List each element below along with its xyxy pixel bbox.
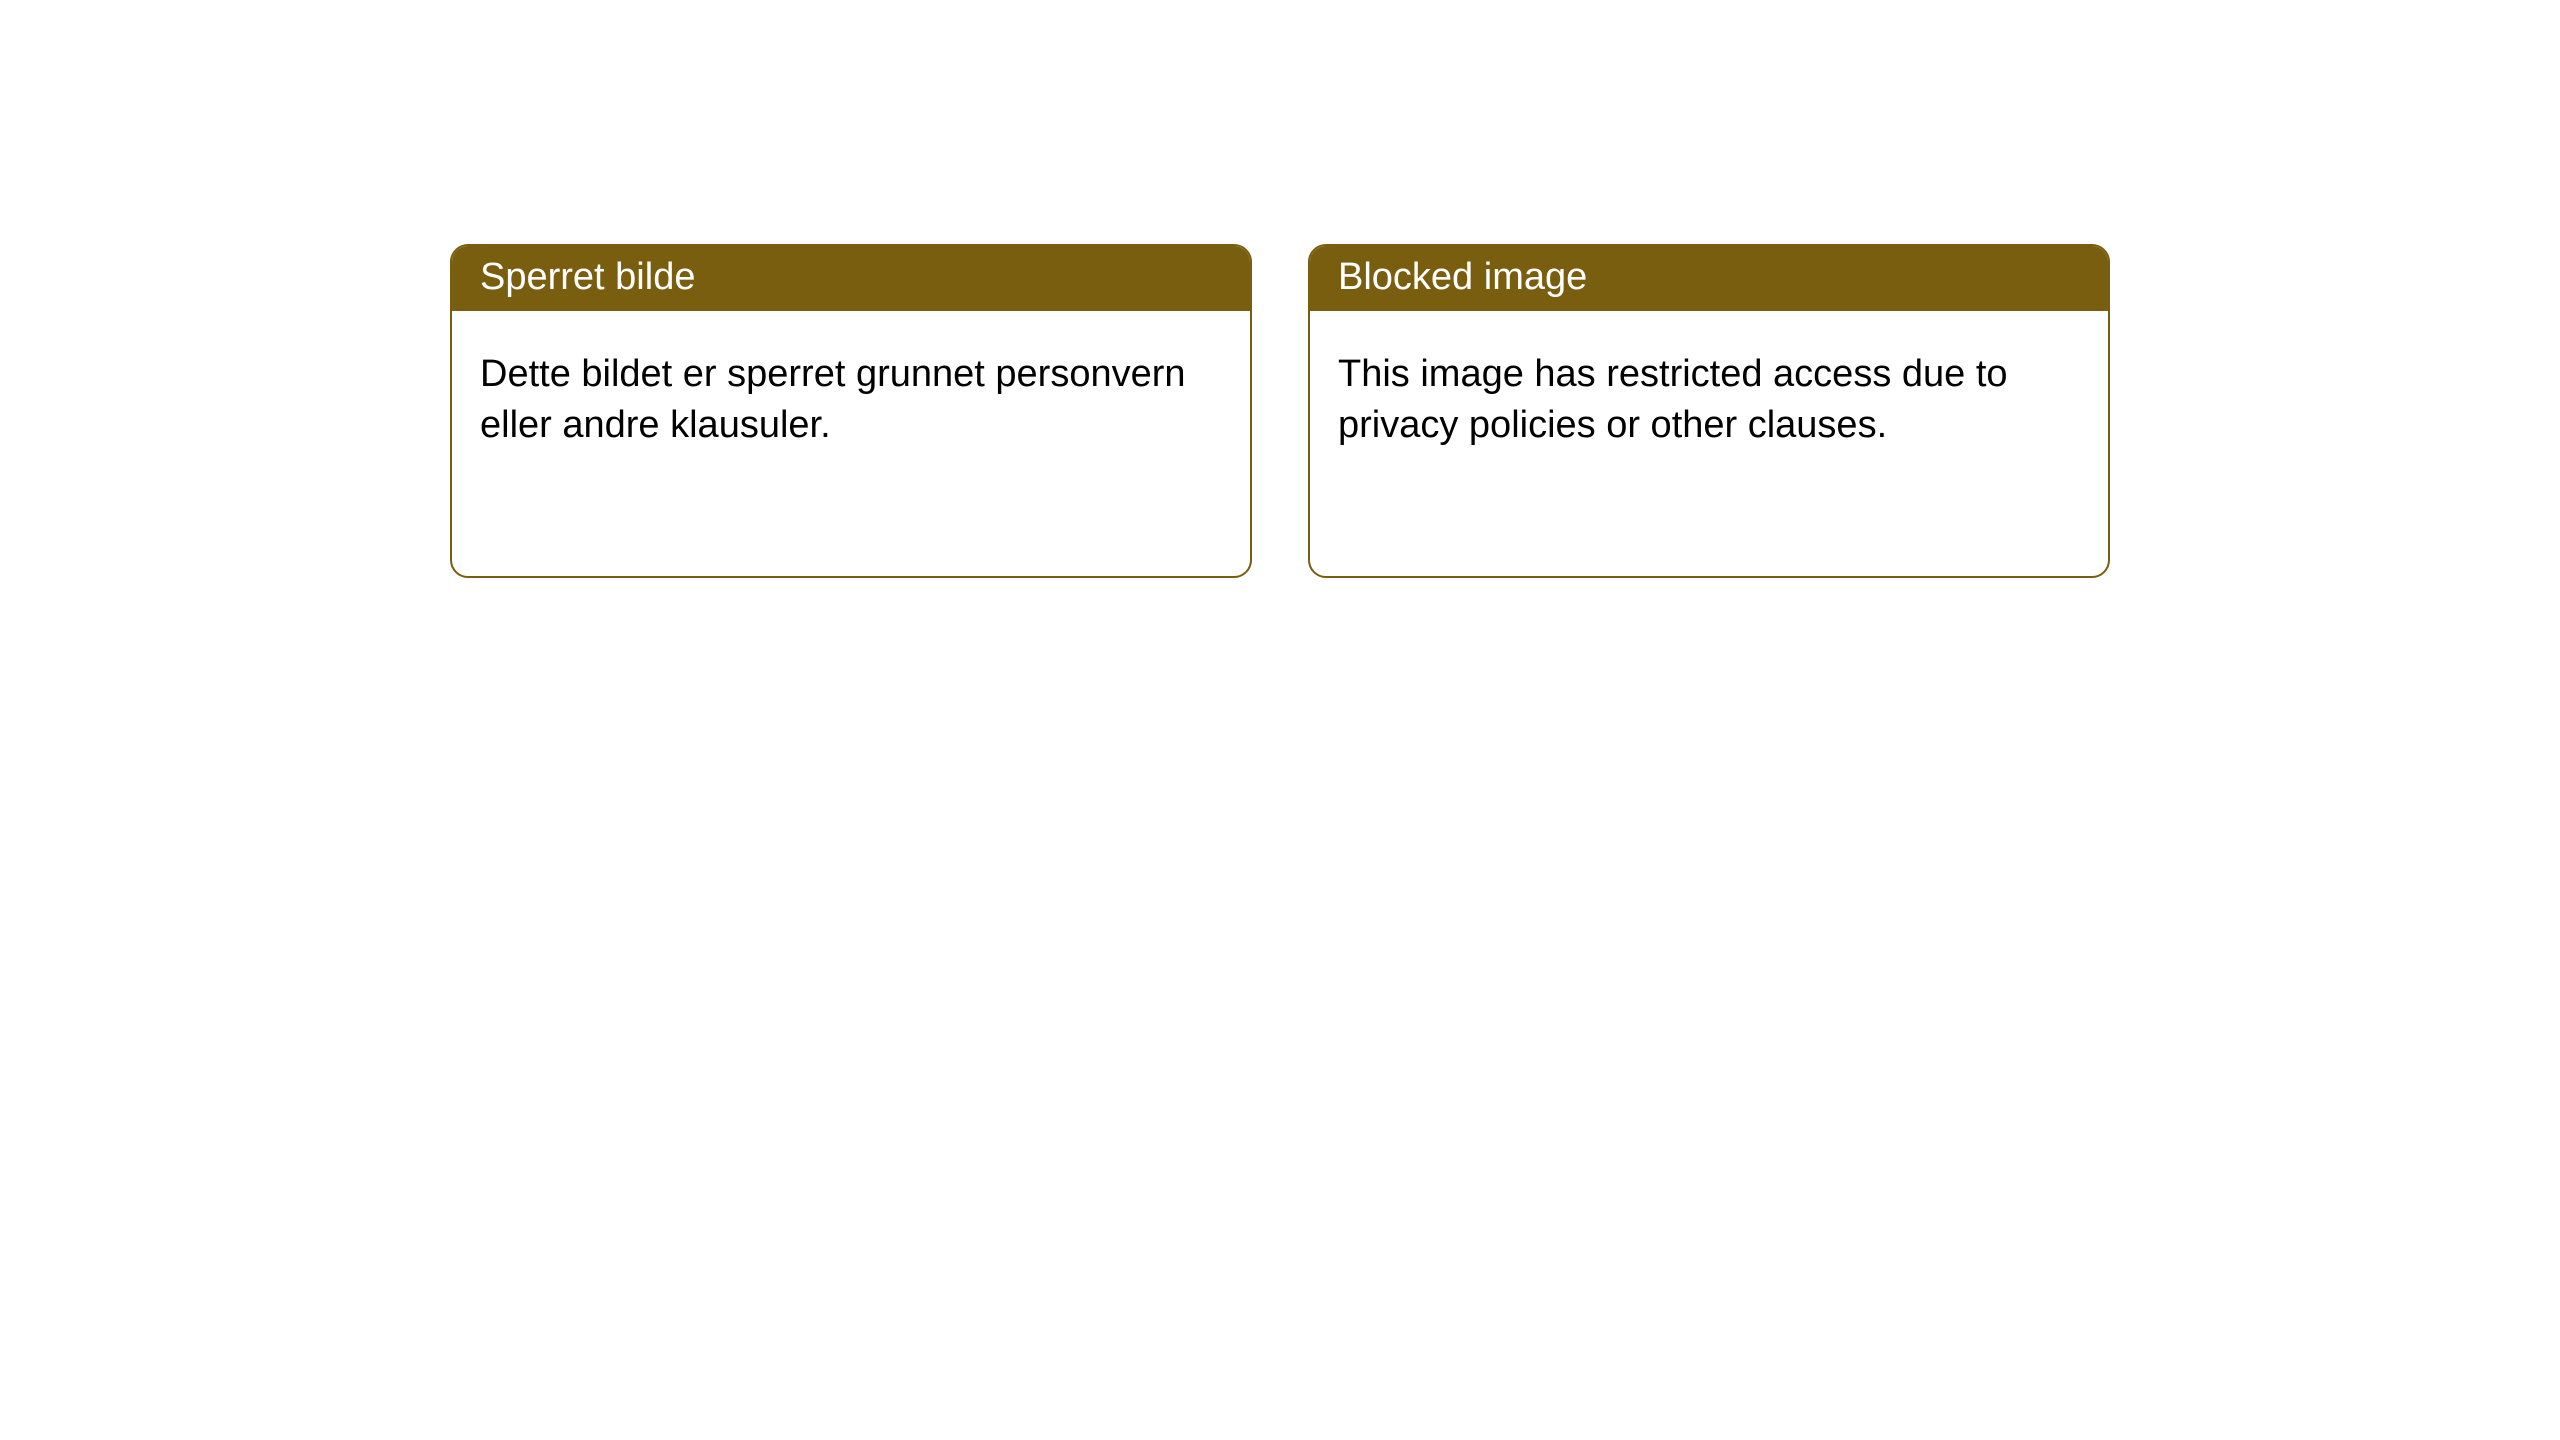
card-title: Sperret bilde	[480, 256, 695, 298]
card-body: This image has restricted access due to …	[1310, 311, 2108, 490]
card-title: Blocked image	[1338, 256, 1587, 298]
blocked-image-card-en: Blocked image This image has restricted …	[1308, 244, 2110, 578]
card-body-text: This image has restricted access due to …	[1338, 353, 2008, 446]
card-container: Sperret bilde Dette bildet er sperret gr…	[0, 0, 2560, 578]
card-header: Sperret bilde	[452, 246, 1250, 311]
card-body-text: Dette bildet er sperret grunnet personve…	[480, 353, 1186, 446]
blocked-image-card-no: Sperret bilde Dette bildet er sperret gr…	[450, 244, 1252, 578]
card-header: Blocked image	[1310, 246, 2108, 311]
card-body: Dette bildet er sperret grunnet personve…	[452, 311, 1250, 490]
